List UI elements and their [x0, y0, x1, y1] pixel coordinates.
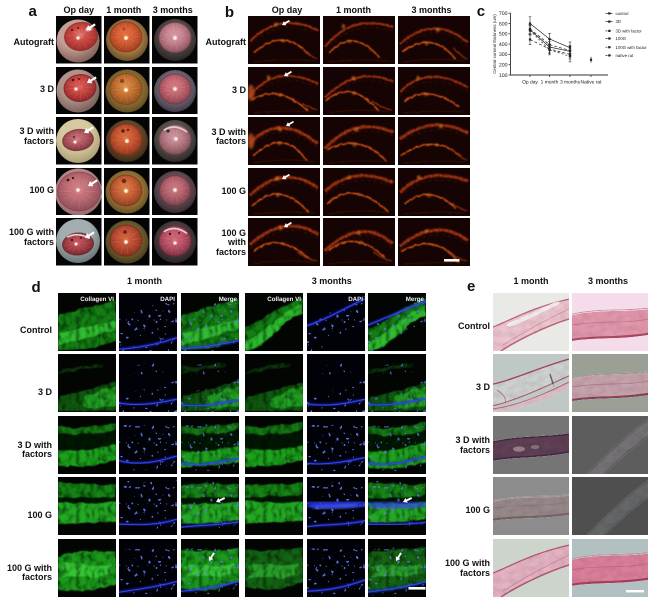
svg-text:200: 200 — [499, 63, 508, 69]
svg-text:3D with factor: 3D with factor — [616, 29, 643, 34]
svg-text:100: 100 — [499, 73, 508, 79]
svg-text:3D: 3D — [616, 19, 622, 24]
svg-text:300: 300 — [499, 52, 508, 58]
svg-text:Merge: Merge — [218, 296, 237, 303]
svg-text:700: 700 — [499, 11, 508, 17]
svg-text:Merge: Merge — [406, 296, 425, 303]
svg-text:DAPI: DAPI — [161, 296, 176, 303]
svg-text:native rat: native rat — [616, 53, 634, 58]
svg-text:100G with factor: 100G with factor — [616, 45, 648, 50]
svg-text:Central corneal thickness (um): Central corneal thickness (um) — [492, 14, 497, 74]
svg-text:500: 500 — [499, 32, 508, 38]
svg-text:1 month: 1 month — [541, 80, 559, 86]
svg-text:DAPI: DAPI — [348, 296, 363, 303]
svg-text:3 months: 3 months — [560, 80, 581, 86]
svg-text:Collagen VI: Collagen VI — [268, 296, 302, 303]
svg-text:control: control — [616, 11, 629, 16]
svg-text:Op day: Op day — [522, 80, 538, 86]
svg-text:Collagen VI: Collagen VI — [80, 296, 114, 303]
svg-text:400: 400 — [499, 42, 508, 48]
svg-text:Native rat: Native rat — [581, 80, 603, 86]
svg-text:600: 600 — [499, 21, 508, 27]
svg-text:100G: 100G — [616, 36, 627, 41]
